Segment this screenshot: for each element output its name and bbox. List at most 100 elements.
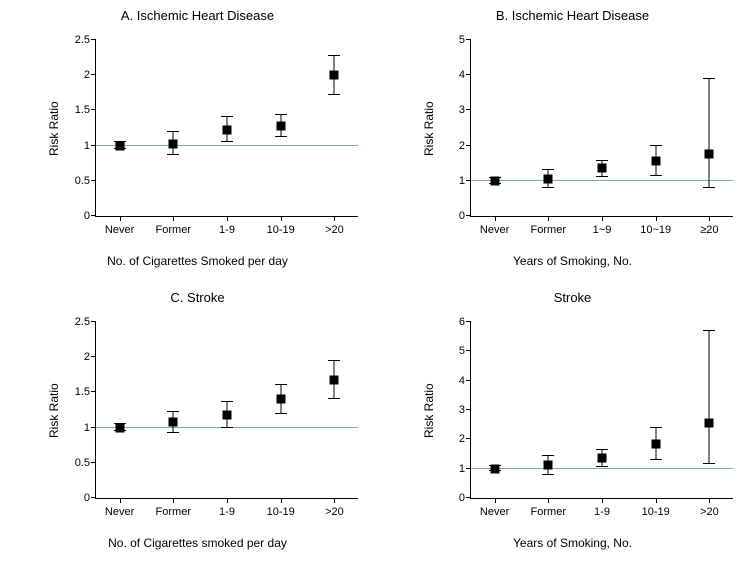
error-cap-hi — [703, 330, 715, 331]
x-tick-label: 1-9 — [219, 224, 235, 236]
x-tick-label: Never — [480, 224, 509, 236]
y-tick-label: 0.5 — [75, 457, 90, 469]
error-cap-hi — [650, 145, 662, 146]
data-marker — [705, 150, 714, 159]
data-marker — [330, 376, 339, 385]
error-cap-hi — [167, 131, 179, 132]
y-tick-label: 6 — [459, 316, 465, 328]
x-tick-mark — [495, 498, 496, 503]
data-marker — [169, 139, 178, 148]
error-cap-hi — [221, 116, 233, 117]
y-tick-label: 5 — [459, 345, 465, 357]
data-marker — [598, 454, 607, 463]
panel-title: A. Ischemic Heart Disease — [20, 8, 375, 23]
y-tick-label: 3 — [459, 104, 465, 116]
y-tick-label: 2 — [459, 433, 465, 445]
x-tick-label: 10~19 — [640, 224, 671, 236]
x-tick-mark — [656, 498, 657, 503]
error-cap-lo — [703, 187, 715, 188]
panel-c: C. Stroke00.511.522.5NeverFormer1-910-19… — [20, 290, 375, 560]
panel-title: Stroke — [395, 290, 750, 305]
data-marker — [115, 423, 124, 432]
error-cap-hi — [542, 455, 554, 456]
data-marker — [223, 126, 232, 135]
data-marker — [705, 419, 714, 428]
x-tick-mark — [173, 498, 174, 503]
y-tick-mark — [91, 180, 96, 181]
panel-b: B. Ischemic Heart Disease012345NeverForm… — [395, 8, 750, 278]
reference-line — [471, 468, 733, 469]
y-axis-label: Risk Ratio — [422, 383, 436, 438]
y-tick-mark — [466, 109, 471, 110]
x-tick-label: Never — [105, 506, 134, 518]
error-cap-lo — [596, 466, 608, 467]
y-tick-label: 1.5 — [75, 104, 90, 116]
x-tick-mark — [548, 216, 549, 221]
y-tick-label: 1 — [459, 175, 465, 187]
data-marker — [544, 461, 553, 470]
x-tick-mark — [334, 216, 335, 221]
error-cap-hi — [596, 449, 608, 450]
x-axis-label: No. of Cigarettes Smoked per day — [20, 254, 375, 268]
x-tick-mark — [120, 216, 121, 221]
y-tick-label: 2.5 — [75, 34, 90, 46]
x-tick-mark — [173, 216, 174, 221]
data-marker — [651, 157, 660, 166]
y-tick-label: 1 — [84, 422, 90, 434]
x-tick-label: Former — [531, 224, 566, 236]
data-marker — [598, 164, 607, 173]
error-cap-lo — [650, 459, 662, 460]
x-tick-label: Never — [480, 506, 509, 518]
x-tick-label: >20 — [325, 224, 344, 236]
error-cap-lo — [703, 463, 715, 464]
y-tick-label: 4 — [459, 69, 465, 81]
error-cap-hi — [328, 55, 340, 56]
error-cap-lo — [596, 176, 608, 177]
error-cap-hi — [328, 360, 340, 361]
x-tick-label: 10-19 — [642, 506, 670, 518]
error-cap-hi — [542, 169, 554, 170]
y-tick-label: 3 — [459, 404, 465, 416]
y-axis-label: Risk Ratio — [422, 101, 436, 156]
y-tick-mark — [91, 321, 96, 322]
y-tick-mark — [91, 39, 96, 40]
panel-a: A. Ischemic Heart Disease 00.511.522.5Nev… — [20, 8, 375, 278]
y-tick-mark — [466, 380, 471, 381]
x-tick-label: 10-19 — [267, 224, 295, 236]
error-cap-lo — [221, 141, 233, 142]
x-tick-label: 1-9 — [594, 506, 610, 518]
error-cap-hi — [221, 401, 233, 402]
y-tick-label: 0.5 — [75, 175, 90, 187]
x-axis-label: Years of Smoking, No. — [395, 254, 750, 268]
y-tick-mark — [91, 462, 96, 463]
panel-title: B. Ischemic Heart Disease — [395, 8, 750, 23]
error-bar — [709, 79, 710, 188]
error-bar — [709, 331, 710, 464]
x-tick-mark — [227, 216, 228, 221]
x-tick-label: Former — [156, 506, 191, 518]
data-marker — [169, 417, 178, 426]
x-tick-mark — [281, 498, 282, 503]
error-cap-hi — [167, 411, 179, 412]
x-tick-mark — [281, 216, 282, 221]
y-tick-label: 0 — [459, 210, 465, 222]
y-tick-label: 2 — [84, 69, 90, 81]
y-tick-label: 0 — [459, 492, 465, 504]
y-tick-label: 1.5 — [75, 386, 90, 398]
x-tick-mark — [548, 498, 549, 503]
error-cap-lo — [167, 432, 179, 433]
x-axis-label: No. of Cigarettes smoked per day — [20, 536, 375, 550]
error-cap-lo — [650, 175, 662, 176]
y-tick-label: 1 — [84, 140, 90, 152]
y-tick-mark — [466, 321, 471, 322]
y-tick-label: 2.5 — [75, 316, 90, 328]
error-cap-hi — [275, 384, 287, 385]
x-tick-mark — [227, 498, 228, 503]
data-marker — [276, 395, 285, 404]
plot-frame: 0123456NeverFormer1-910-19>20 — [470, 322, 733, 499]
x-tick-mark — [602, 498, 603, 503]
x-tick-label: >20 — [700, 506, 719, 518]
y-tick-mark — [91, 109, 96, 110]
plot-frame: 00.511.522.5NeverFormer1-910-19>20 — [95, 40, 358, 217]
error-cap-lo — [221, 427, 233, 428]
